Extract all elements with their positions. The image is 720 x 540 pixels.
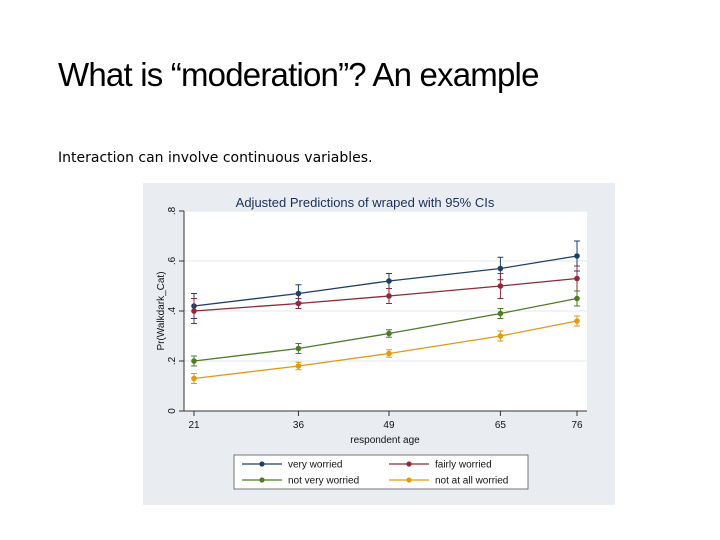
slide-body-text: Interaction can involve continuous varia…	[58, 150, 373, 166]
legend-item: fairly worried	[389, 460, 492, 471]
chart-panel: Adjusted Predictions of wraped with 95% …	[143, 183, 615, 505]
legend-swatch-marker	[259, 477, 265, 483]
data-point	[386, 350, 392, 357]
data-point	[497, 310, 504, 317]
chart-title: Adjusted Predictions of wraped with 95% …	[236, 195, 495, 210]
legend-label: not at all worried	[435, 476, 508, 487]
series-not-very-worried	[191, 290, 580, 367]
slide-title: What is “moderation”? An example	[58, 56, 539, 93]
data-point	[574, 275, 580, 282]
y-tick-label: .6	[167, 256, 178, 265]
x-tick-label: 65	[495, 420, 507, 431]
data-point	[191, 375, 197, 382]
data-point	[191, 358, 197, 364]
x-tick-label: 49	[383, 420, 395, 431]
y-tick-label: .8	[167, 206, 178, 215]
legend-box	[233, 454, 529, 490]
y-tick-label: 0	[167, 408, 178, 414]
y-tick-label: .4	[167, 306, 178, 315]
data-point	[386, 330, 392, 337]
legend-label: fairly worried	[435, 460, 492, 471]
axis-layer: 0 .2 .4 .6 .8 21 36 49 65 76	[167, 206, 587, 431]
legend-swatch-marker	[259, 461, 265, 467]
data-point	[295, 300, 302, 307]
y-axis-title: Pr(Walkdark_Cat)	[156, 271, 167, 350]
x-tick-label: 76	[571, 420, 583, 431]
legend-item: very worried	[242, 460, 342, 471]
data-point	[191, 308, 197, 314]
data-point	[574, 318, 580, 324]
data-point	[497, 333, 504, 339]
data-point	[295, 290, 302, 297]
series-layer	[191, 240, 580, 384]
series-not-at-all-worried	[191, 315, 580, 384]
x-tick-label: 21	[188, 420, 200, 431]
y-tick-label: .2	[167, 356, 178, 365]
x-axis-title: respondent age	[350, 435, 420, 446]
data-point	[386, 293, 392, 299]
data-point	[574, 295, 580, 302]
data-point	[386, 278, 392, 284]
data-point	[295, 345, 302, 352]
legend-swatch-marker	[406, 461, 412, 467]
data-point	[295, 363, 302, 369]
legend-label: very worried	[288, 460, 342, 471]
data-point	[497, 265, 504, 272]
chart-svg: Adjusted Predictions of wraped with 95% …	[156, 195, 587, 490]
series-fairly-worried	[191, 265, 580, 324]
data-point	[497, 283, 504, 289]
legend-item: not at all worried	[389, 476, 508, 487]
legend-item: not very worried	[242, 476, 359, 487]
x-tick-label: 36	[293, 420, 305, 431]
legend: very worried fairly worried not very worri…	[242, 460, 508, 487]
legend-swatch-marker	[406, 477, 412, 483]
data-point	[574, 253, 580, 259]
legend-label: not very worried	[288, 476, 359, 487]
